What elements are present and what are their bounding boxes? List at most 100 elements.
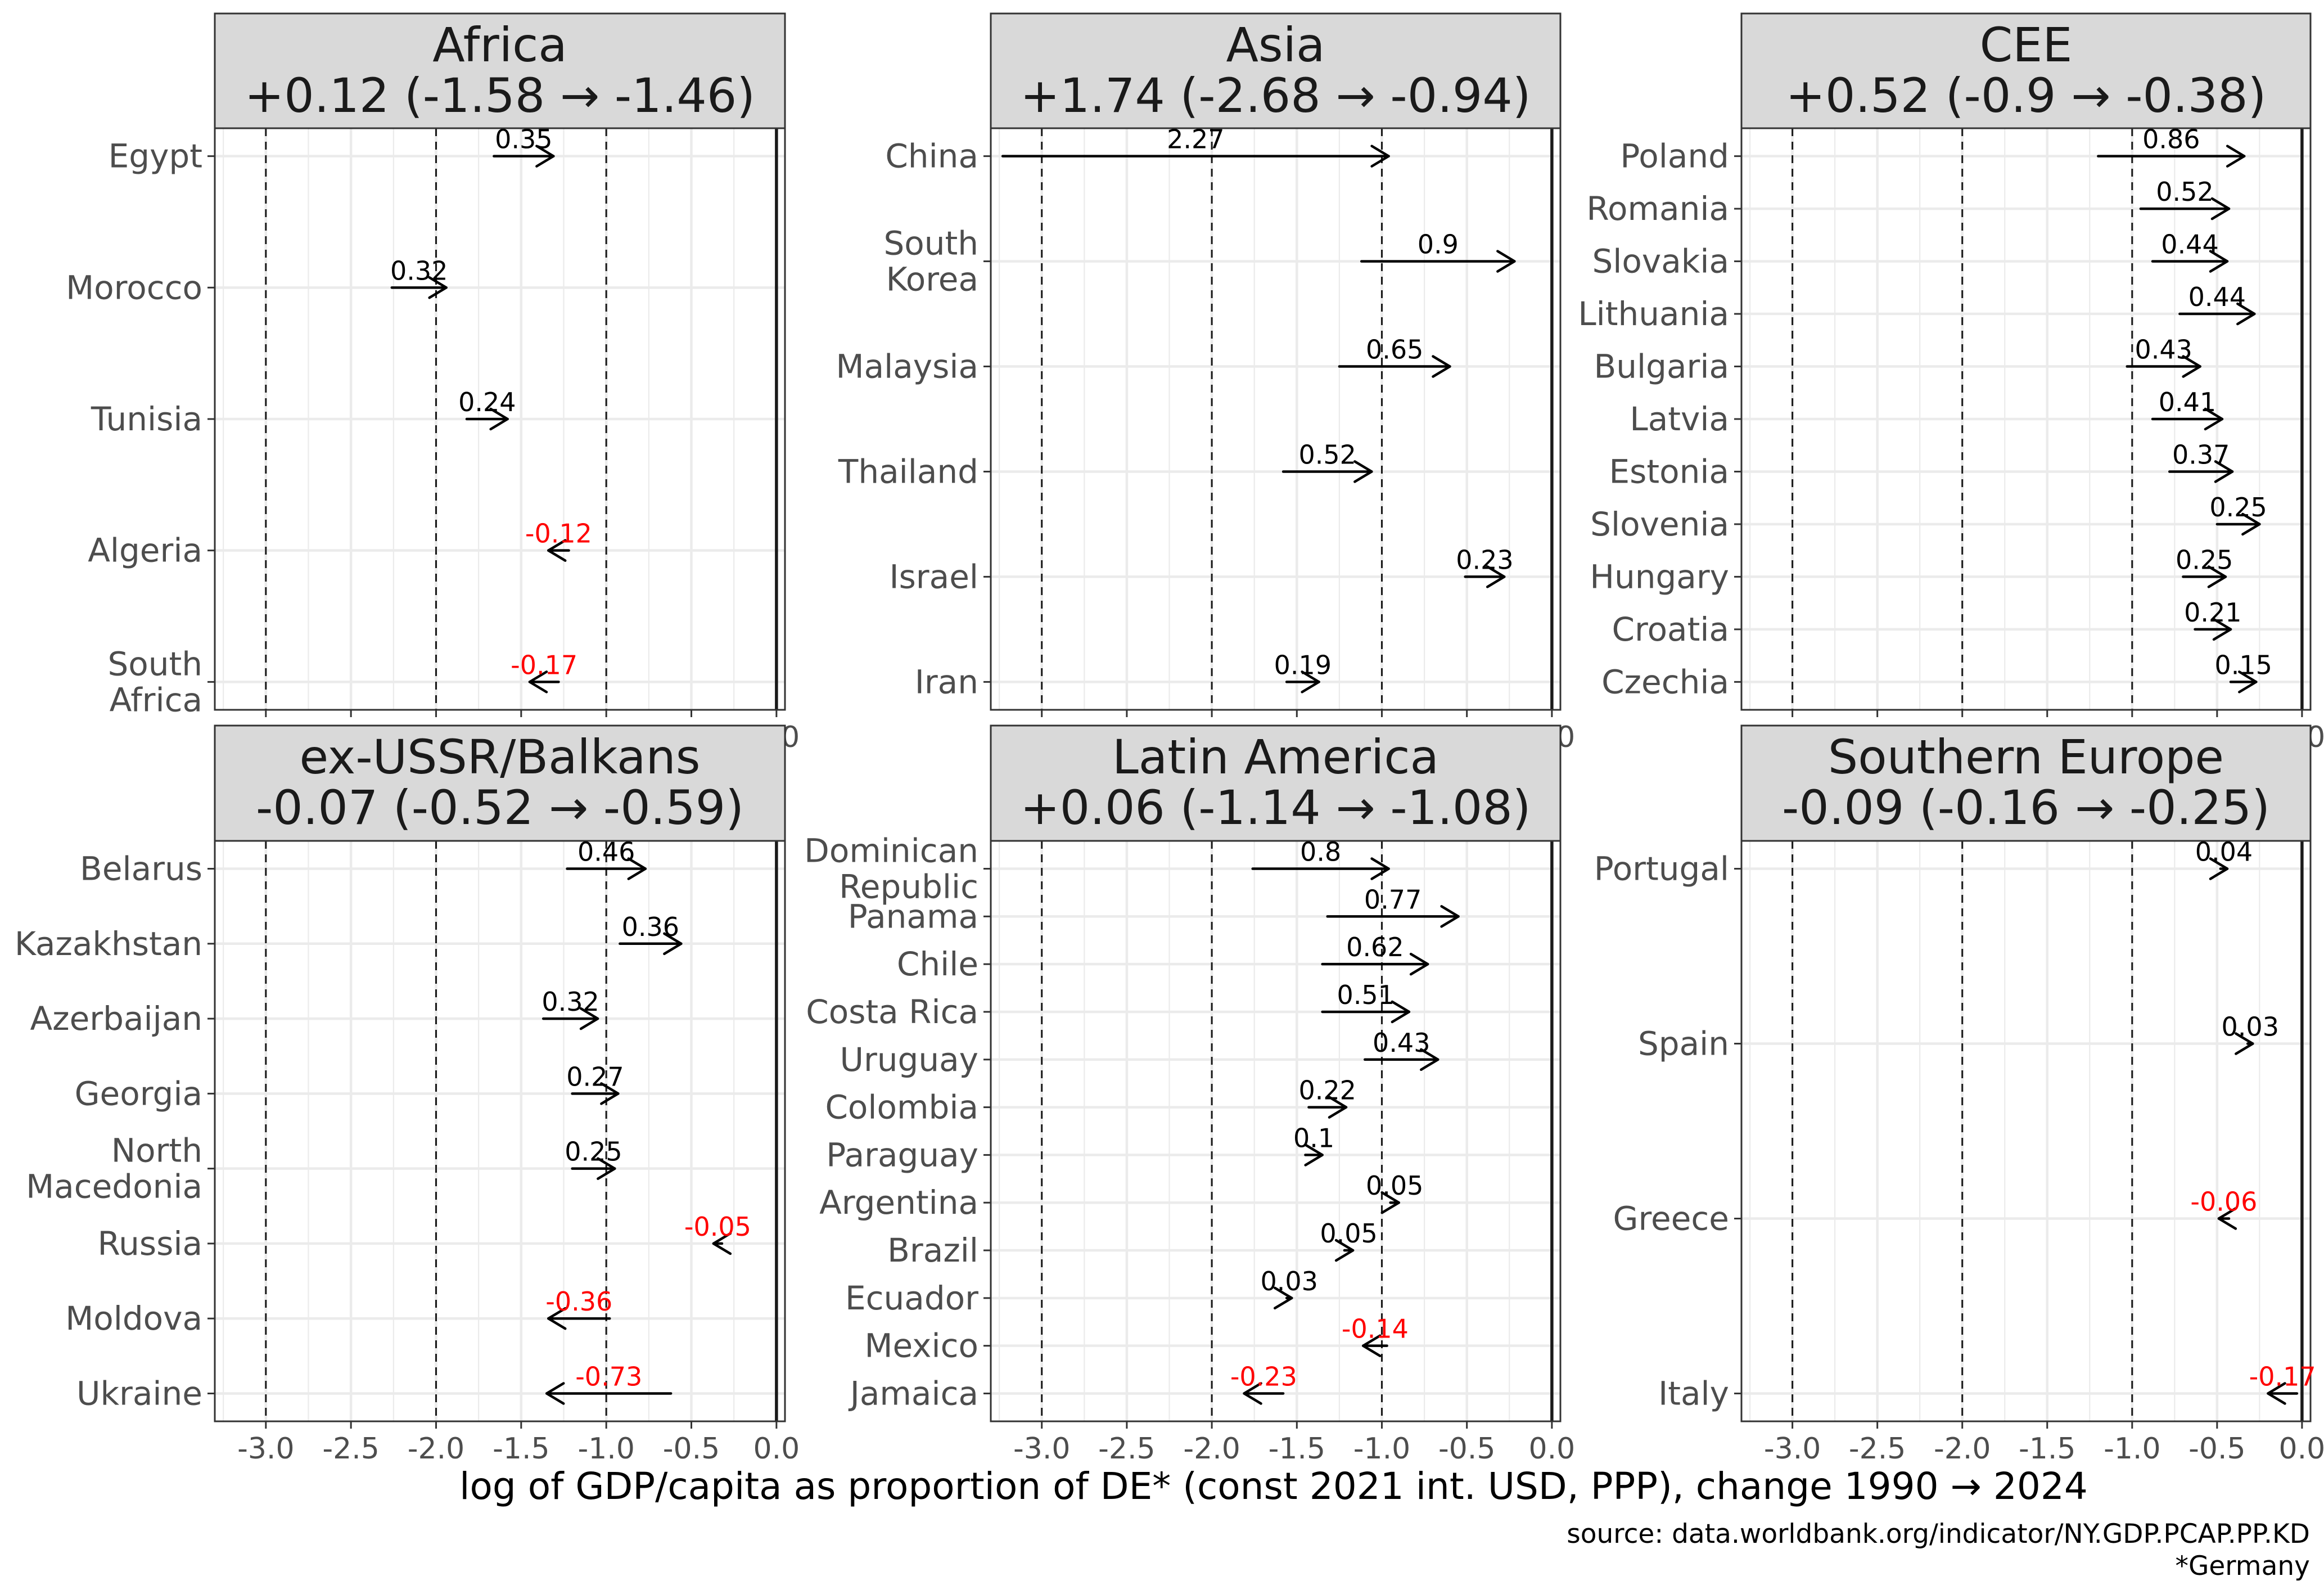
country-label-israel: Israel xyxy=(889,557,978,596)
arrowhead-croatia xyxy=(2212,618,2232,641)
arrowhead-algeria xyxy=(547,539,567,562)
panel-cee: CEE+0.52 (-0.9 → -0.38)-3.0-2.5-2.0-1.5-… xyxy=(1578,12,2324,754)
country-label-uruguay: Uruguay xyxy=(840,1041,979,1079)
change-label-moldova: -0.36 xyxy=(545,1286,612,1317)
arrowhead-mexico xyxy=(1361,1334,1382,1357)
x-axis-title: log of GDP/capita as proportion of DE* (… xyxy=(459,1465,2088,1508)
x-tick-label: -1.0 xyxy=(577,1432,634,1466)
change-label-uruguay: 0.43 xyxy=(1373,1028,1430,1058)
country-label-costa-rica: Costa Rica xyxy=(806,993,978,1031)
change-label-croatia: 0.21 xyxy=(2184,597,2241,628)
panel-ex-ussr-balkans: ex-USSR/Balkans-0.07 (-0.52 → -0.59) -3.0… xyxy=(15,724,800,1466)
change-label-paraguay: 0.1 xyxy=(1293,1123,1334,1153)
change-label-argentina: 0.05 xyxy=(1366,1170,1423,1201)
country-label-china: China xyxy=(885,137,978,175)
x-tick-label: -2.5 xyxy=(1849,1432,1906,1466)
country-label-moldova: Moldova xyxy=(65,1299,202,1338)
facet-strip xyxy=(990,12,1562,129)
country-label-croatia: Croatia xyxy=(1612,610,1730,649)
arrowhead-israel xyxy=(1486,565,1506,588)
arrowhead-iran xyxy=(1301,670,1320,694)
x-tick-label: 0.0 xyxy=(1529,1432,1576,1466)
change-label-azerbaijan: 0.32 xyxy=(541,987,599,1017)
x-tick-label: -0.5 xyxy=(2188,1432,2245,1466)
arrowhead-russia xyxy=(712,1232,732,1255)
change-label-south-africa: -0.17 xyxy=(511,650,577,680)
change-label-algeria: -0.12 xyxy=(525,519,592,549)
arrowhead-azerbaijan xyxy=(579,1007,599,1030)
country-label-chile: Chile xyxy=(897,945,978,983)
facet-title: Asia xyxy=(1226,17,1325,73)
country-label-spain: Spain xyxy=(1638,1025,1729,1063)
arrowhead-czechia xyxy=(2238,670,2258,694)
country-label-ecuador: Ecuador xyxy=(845,1279,978,1317)
panel-latin-america: Latin America+0.06 (-1.14 → -1.08) -3.0 -2… xyxy=(804,724,1576,1466)
country-label-algeria: Algeria xyxy=(88,532,202,570)
x-tick-label: -2.0 xyxy=(408,1432,464,1466)
change-label-russia: -0.05 xyxy=(684,1212,751,1242)
change-label-malaysia: 0.65 xyxy=(1366,335,1423,365)
change-label-costa-rica: 0.51 xyxy=(1337,980,1395,1010)
arrowhead-estonia xyxy=(2214,460,2234,483)
country-label-bulgaria: Bulgaria xyxy=(1594,348,1729,386)
arrowhead-ukraine xyxy=(545,1382,565,1405)
country-label-slovakia: Slovakia xyxy=(1592,242,1729,281)
arrowhead-spain xyxy=(2235,1032,2254,1055)
change-label-kazakhstan: 0.36 xyxy=(622,912,679,942)
country-label-poland: Poland xyxy=(1620,137,1729,175)
change-label-jamaica: -0.23 xyxy=(1230,1361,1297,1392)
country-label-slovenia: Slovenia xyxy=(1590,505,1729,543)
country-label-egypt: Egypt xyxy=(109,137,202,175)
arrowhead-dominican-republic xyxy=(1370,857,1390,880)
x-tick-label: -2.5 xyxy=(322,1432,379,1466)
change-label-brazil: 0.05 xyxy=(1320,1218,1377,1249)
country-label-south-africa: South Africa xyxy=(107,645,202,719)
country-label-malaysia: Malaysia xyxy=(836,348,978,386)
germany-footnote: *Germany xyxy=(2175,1551,2310,1582)
country-label-russia: Russia xyxy=(97,1224,202,1263)
arrowhead-brazil xyxy=(1334,1239,1355,1262)
country-label-morocco: Morocco xyxy=(66,268,202,307)
country-label-kazakhstan: Kazakhstan xyxy=(15,925,202,963)
arrowhead-tunisia xyxy=(489,407,509,431)
country-label-hungary: Hungary xyxy=(1590,557,1729,596)
panel-border xyxy=(214,840,786,1422)
country-label-argentina: Argentina xyxy=(819,1183,978,1222)
country-label-panama: Panama xyxy=(848,897,978,935)
facet-title: Latin America xyxy=(1112,730,1439,785)
change-label-panama: 0.77 xyxy=(1364,884,1422,915)
change-label-slovakia: 0.44 xyxy=(2161,229,2218,260)
country-label-azerbaijan: Azerbaijan xyxy=(30,999,202,1038)
change-label-belarus: 0.46 xyxy=(577,837,635,867)
x-tick-label: -2.5 xyxy=(1098,1432,1155,1466)
arrowhead-moldova xyxy=(547,1307,567,1330)
arrowhead-morocco xyxy=(428,276,448,299)
arrowhead-argentina xyxy=(1380,1191,1400,1214)
facet-subtitle: +0.52 (-0.9 → -0.38) xyxy=(1786,68,2267,123)
change-label-estonia: 0.37 xyxy=(2172,439,2230,470)
change-label-poland: 0.86 xyxy=(2142,124,2200,155)
country-label-mexico: Mexico xyxy=(864,1327,978,1365)
arrowhead-italy xyxy=(2267,1382,2286,1405)
country-label-ukraine: Ukraine xyxy=(76,1374,202,1412)
x-tick-label: -1.5 xyxy=(1269,1432,1325,1466)
change-label-slovenia: 0.25 xyxy=(2209,492,2267,523)
change-label-colombia: 0.22 xyxy=(1299,1075,1356,1106)
arrowhead-north-macedonia xyxy=(597,1157,616,1180)
change-label-hungary: 0.25 xyxy=(2176,544,2233,575)
arrowhead-slovenia xyxy=(2241,512,2261,536)
arrowhead-egypt xyxy=(535,145,555,168)
x-tick-label: -1.5 xyxy=(2019,1432,2075,1466)
change-label-dominican-republic: 0.8 xyxy=(1300,837,1341,867)
country-label-greece: Greece xyxy=(1613,1199,1729,1237)
x-tick-label: -0.5 xyxy=(1438,1432,1495,1466)
country-label-north-macedonia: North Macedonia xyxy=(26,1132,202,1206)
change-label-spain: 0.03 xyxy=(2222,1012,2279,1042)
arrowhead-thailand xyxy=(1353,460,1373,483)
country-label-tunisia: Tunisia xyxy=(91,400,202,438)
facet-subtitle: +0.06 (-1.14 → -1.08) xyxy=(1020,780,1531,835)
country-label-latvia: Latvia xyxy=(1630,400,1729,438)
change-label-egypt: 0.35 xyxy=(495,124,552,155)
facet-strip xyxy=(214,724,786,842)
x-tick-label: 0.0 xyxy=(753,1432,800,1466)
